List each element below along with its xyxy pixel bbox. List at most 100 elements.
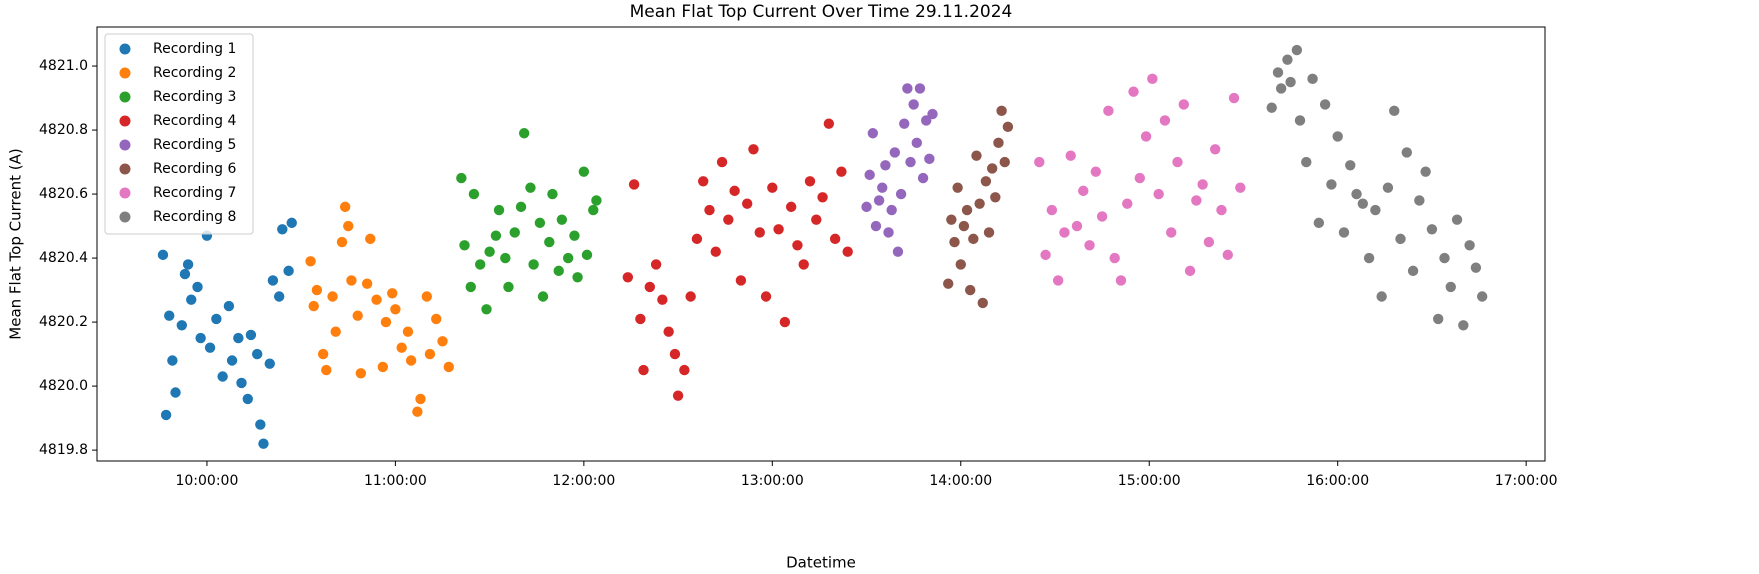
point [785, 201, 797, 213]
point [1464, 240, 1475, 251]
x-tick-label: 11:00:00 [364, 473, 427, 489]
point [1470, 262, 1482, 273]
point [754, 227, 765, 238]
point [311, 284, 323, 296]
point [160, 409, 172, 421]
point [1285, 76, 1296, 88]
x-tick-label: 15:00:00 [1118, 473, 1181, 489]
point [339, 201, 351, 213]
point [679, 364, 690, 376]
point [1376, 291, 1387, 302]
point [361, 278, 373, 289]
point [1065, 150, 1076, 161]
point [914, 83, 926, 94]
point [1184, 265, 1196, 277]
y-tick-label: 4820.0 [39, 378, 88, 394]
point [283, 265, 294, 277]
point [1266, 102, 1277, 113]
point [578, 166, 590, 177]
legend-label: Recording 3 [153, 89, 236, 105]
point [861, 201, 872, 213]
point [562, 252, 574, 264]
legend-box [104, 33, 254, 235]
point [622, 272, 634, 283]
series [943, 105, 1014, 309]
point [644, 281, 656, 293]
point [971, 150, 982, 161]
point [277, 224, 288, 235]
point [1147, 73, 1158, 85]
point [553, 265, 564, 277]
point [1476, 291, 1488, 302]
point [955, 259, 966, 270]
point [943, 278, 954, 289]
point [870, 220, 882, 232]
point [170, 387, 181, 398]
point [245, 329, 257, 341]
point [258, 438, 269, 449]
point [779, 316, 791, 328]
point [456, 172, 467, 184]
point [525, 182, 536, 193]
point [1071, 220, 1083, 232]
point [817, 192, 828, 203]
point [321, 364, 332, 376]
point [475, 259, 486, 270]
point [1414, 195, 1425, 206]
point [556, 214, 568, 225]
point [961, 204, 973, 216]
point [465, 281, 476, 293]
point [1291, 44, 1303, 56]
point [638, 364, 649, 376]
point [911, 137, 923, 149]
y-tick-label: 4820.2 [39, 314, 88, 330]
point [946, 214, 957, 225]
plot-frame [96, 26, 1546, 462]
point [534, 217, 546, 229]
point [327, 291, 338, 302]
point [691, 233, 703, 245]
point [1307, 73, 1318, 85]
point [685, 291, 696, 302]
point [412, 406, 423, 417]
point [176, 320, 188, 331]
x-tick-label: 16:00:00 [1306, 473, 1369, 489]
y-tick-label: 4821.0 [39, 58, 88, 74]
point [628, 179, 640, 190]
point [267, 275, 279, 286]
legend-marker [119, 211, 131, 223]
point [443, 361, 454, 373]
point [672, 390, 684, 401]
point [251, 348, 263, 360]
point [336, 236, 348, 248]
point [977, 297, 988, 309]
point [993, 137, 1004, 149]
legend-label: Recording 1 [153, 41, 236, 57]
point [723, 214, 734, 225]
point [1178, 99, 1189, 110]
point [211, 313, 222, 325]
point [1197, 179, 1208, 190]
point [986, 163, 998, 174]
point [836, 166, 847, 177]
point [1002, 121, 1014, 133]
point [864, 169, 875, 181]
point [1078, 185, 1089, 197]
point [186, 294, 197, 305]
point [509, 227, 520, 238]
point [343, 220, 354, 232]
y-axis-title: Mean Flat Top Current (A) [7, 148, 25, 339]
point [1433, 313, 1444, 325]
point [387, 288, 398, 299]
point [242, 393, 253, 405]
point [572, 272, 583, 283]
point [1439, 252, 1450, 264]
point [1389, 105, 1400, 117]
legend-marker [119, 115, 131, 127]
point [405, 355, 417, 366]
series [1266, 44, 1488, 331]
point [1345, 160, 1356, 171]
point [760, 291, 772, 302]
point [1407, 265, 1419, 277]
point [588, 204, 599, 216]
